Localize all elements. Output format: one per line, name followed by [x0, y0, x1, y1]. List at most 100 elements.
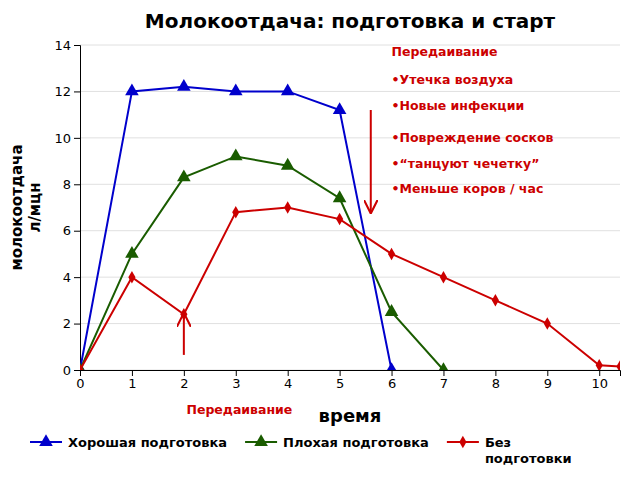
marker: [177, 169, 191, 181]
axis-line: [74, 46, 81, 371]
grid: [80, 45, 620, 370]
tick-mark: [495, 370, 496, 376]
tick: 2: [63, 316, 80, 331]
marker: [388, 248, 395, 260]
tick-label: 3: [232, 376, 240, 391]
legend: Хорошая подготовка Плохая подготовка Безпо…: [30, 434, 572, 465]
tick-label: 6: [63, 223, 71, 238]
tick-mark: [392, 370, 393, 376]
tick: 5: [336, 370, 344, 391]
legend-item: Хорошая подготовка: [30, 434, 227, 449]
tick: 1: [128, 370, 136, 391]
tick-label: 9: [544, 376, 552, 391]
marker: [229, 149, 243, 161]
axis-line: [81, 371, 621, 377]
x-axis: 0 1 2 3 4 5 6 7 8 9 10: [76, 370, 620, 391]
grid-line: [80, 323, 620, 324]
annotation: Передаивание: [392, 44, 498, 59]
tick: 6: [63, 223, 80, 238]
legend-label: Хорошая подготовка: [68, 435, 227, 450]
tick-label: 8: [492, 376, 500, 391]
tick-label: 5: [336, 376, 344, 391]
marker: [125, 246, 139, 258]
tick-label: 6: [388, 376, 396, 391]
annotation: •Меньше коров / час: [392, 181, 544, 196]
tick: 6: [388, 370, 396, 391]
tick-mark: [236, 370, 237, 376]
tick-mark: [74, 45, 80, 46]
marker: [125, 84, 139, 96]
marker: [281, 84, 295, 96]
tick-label: 2: [180, 376, 188, 391]
marker: [385, 304, 399, 316]
marker: [437, 362, 451, 370]
tick-label: 4: [284, 376, 292, 391]
marker: [333, 190, 347, 202]
tick-label: 8: [63, 177, 71, 192]
tick-label: 7: [440, 376, 448, 391]
arrow: [183, 314, 185, 355]
grid-line: [80, 91, 620, 92]
tick-mark: [547, 370, 548, 376]
y-axis: 0 2 4 6 8 10 12 14: [54, 38, 80, 378]
line: [80, 156, 443, 370]
grid-line: [80, 277, 620, 278]
tick-mark: [288, 370, 289, 376]
tick-label: 0: [76, 376, 84, 391]
x-axis-title: время: [319, 405, 382, 426]
legend-marker: [459, 436, 466, 448]
tick-mark: [74, 231, 80, 232]
chart: 01234567891002468101214ПередаиваниеПеред…: [0, 0, 640, 480]
marker: [616, 360, 620, 370]
marker: [128, 271, 135, 283]
tick-label: 1: [128, 376, 136, 391]
marker: [336, 213, 343, 225]
marker: [492, 294, 499, 306]
tick: 3: [232, 370, 240, 391]
tick: 2: [180, 370, 188, 391]
marker: [544, 317, 551, 329]
tick-label: 10: [54, 131, 71, 146]
marker: [229, 84, 243, 96]
marker: [284, 201, 291, 213]
annotation: •“танцуют чечетку”: [392, 156, 540, 171]
line: [80, 208, 620, 371]
tick-mark: [74, 277, 80, 278]
annotation: •Утечка воздуха: [392, 72, 514, 87]
tick-mark: [184, 370, 185, 376]
tick-label: 10: [591, 376, 608, 391]
legend-item: Плохая подготовка: [245, 434, 429, 449]
annotation: Передаивание: [186, 402, 292, 417]
tick: 14: [54, 38, 80, 53]
tick-mark: [132, 370, 133, 376]
tick-mark: [74, 370, 80, 371]
tick-label: 0: [63, 363, 71, 378]
tick: 8: [492, 370, 500, 391]
tick-mark: [340, 370, 341, 376]
annotation: •Повреждение сосков: [392, 130, 554, 145]
legend-marker: [39, 434, 53, 446]
tick-mark: [74, 91, 80, 92]
y-axis-title: молокоотдачал/мцн: [8, 145, 44, 271]
tick-label: 4: [63, 270, 71, 285]
tick-mark: [599, 370, 600, 376]
tick: 12: [54, 84, 80, 99]
tick: 4: [284, 370, 292, 391]
tick: 7: [440, 370, 448, 391]
marker: [333, 102, 347, 114]
title: Молокоотдача: подготовка и старт: [145, 9, 556, 33]
series: [80, 201, 620, 370]
tick: 0: [76, 370, 84, 391]
grid-line: [80, 230, 620, 231]
legend-marker: [254, 434, 268, 446]
marker: [596, 359, 603, 370]
marker: [281, 158, 295, 170]
annotation: •Новые инфекции: [392, 98, 525, 113]
arrow: [370, 110, 372, 212]
tick: 10: [54, 131, 80, 146]
legend-label: Плохая подготовка: [283, 435, 429, 450]
tick-label: 14: [54, 38, 71, 53]
line: [80, 87, 392, 370]
tick-mark: [74, 324, 80, 325]
legend-item: Безподготовки: [447, 435, 572, 466]
